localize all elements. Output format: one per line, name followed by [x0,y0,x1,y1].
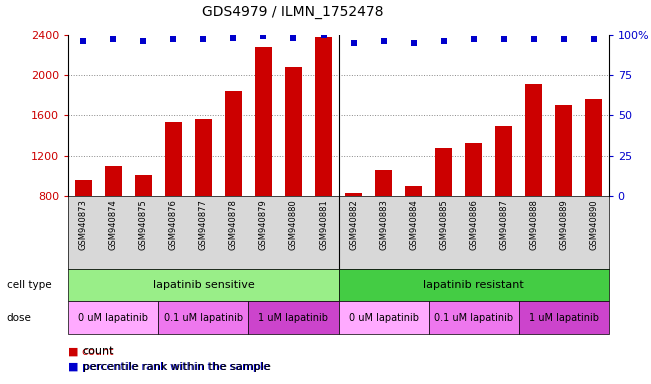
Bar [315,36,332,276]
Bar [75,180,92,276]
Bar [436,149,452,276]
Text: GSM940880: GSM940880 [289,200,298,250]
Text: 1 uM lapatinib: 1 uM lapatinib [258,313,329,323]
Text: GSM940886: GSM940886 [469,200,478,250]
Text: ■ count: ■ count [68,346,114,356]
Point [229,35,239,41]
Bar [285,67,302,276]
Bar [428,301,519,334]
Bar [519,301,609,334]
Bar [105,166,122,276]
Text: ■ percentile rank within the sample: ■ percentile rank within the sample [68,362,270,372]
Text: lapatinib resistant: lapatinib resistant [423,280,524,290]
Bar [345,193,362,276]
Text: dose: dose [7,313,31,323]
Text: 0.1 uM lapatinib: 0.1 uM lapatinib [434,313,513,323]
Point [318,31,329,38]
Text: GSM940890: GSM940890 [589,200,598,250]
Bar [585,99,602,276]
Bar [339,301,428,334]
Bar [465,143,482,276]
Text: 0.1 uM lapatinib: 0.1 uM lapatinib [164,313,243,323]
Text: GSM940879: GSM940879 [259,200,268,250]
Text: GSM940889: GSM940889 [559,200,568,250]
Point [258,33,269,39]
Bar [339,269,609,301]
Point [589,36,599,43]
Text: GSM940882: GSM940882 [349,200,358,250]
Point [408,40,419,46]
Text: GSM940873: GSM940873 [79,200,88,250]
Text: GSM940874: GSM940874 [109,200,118,250]
Text: percentile rank within the sample: percentile rank within the sample [83,362,271,372]
Point [499,36,509,43]
Bar [158,301,249,334]
Bar [68,301,158,334]
Bar [225,91,242,276]
Point [559,36,569,43]
Text: GSM940877: GSM940877 [199,200,208,250]
Text: GSM940883: GSM940883 [379,200,388,250]
Text: 0 uM lapatinib: 0 uM lapatinib [348,313,419,323]
Point [529,36,539,43]
Point [138,38,148,44]
Bar [255,46,271,276]
Bar [249,301,339,334]
Bar [525,84,542,276]
Text: GSM940887: GSM940887 [499,200,508,250]
Text: GSM940884: GSM940884 [409,200,418,250]
Text: GSM940876: GSM940876 [169,200,178,250]
Bar [135,175,152,276]
Point [78,38,89,44]
Text: cell type: cell type [7,280,51,290]
Bar [165,122,182,276]
Bar [375,170,392,276]
Text: count: count [83,346,114,356]
Point [348,40,359,46]
Point [198,36,208,43]
Point [378,38,389,44]
Text: GSM940875: GSM940875 [139,200,148,250]
Text: lapatinib sensitive: lapatinib sensitive [152,280,255,290]
Point [168,36,178,43]
Point [288,35,299,41]
Text: 1 uM lapatinib: 1 uM lapatinib [529,313,599,323]
Text: GSM940885: GSM940885 [439,200,448,250]
Text: GDS4979 / ILMN_1752478: GDS4979 / ILMN_1752478 [202,5,383,19]
Bar [68,269,339,301]
Text: GSM940888: GSM940888 [529,200,538,250]
Point [469,36,479,43]
Bar [495,126,512,276]
Text: 0 uM lapatinib: 0 uM lapatinib [78,313,148,323]
Point [108,36,118,43]
Bar [406,186,422,276]
Text: GSM940881: GSM940881 [319,200,328,250]
Point [438,38,449,44]
Bar [195,119,212,276]
Bar [555,105,572,276]
Text: GSM940878: GSM940878 [229,200,238,250]
